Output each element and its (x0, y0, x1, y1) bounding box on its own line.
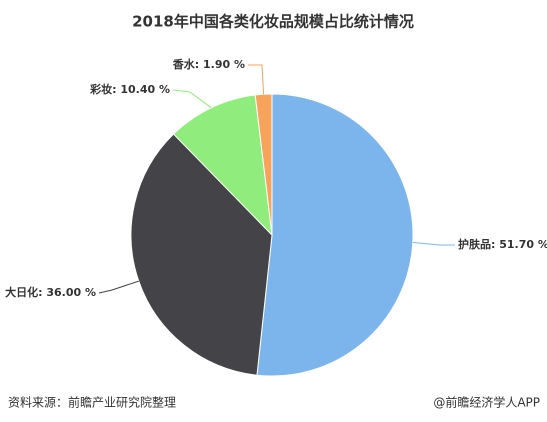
pie-slice (130, 133, 273, 376)
leader-line (412, 242, 455, 246)
data-label: 香水: 1.90 % (172, 57, 245, 71)
leader-line (98, 280, 139, 294)
leader-line (248, 64, 265, 95)
pie-slice (254, 93, 273, 236)
pie-slice (256, 93, 414, 377)
credit: @前瞻经济学人APP (433, 395, 540, 410)
pie-slice (172, 94, 273, 237)
source-note: 资料来源：前瞻产业研究院整理 (8, 395, 176, 410)
leader-line (172, 89, 212, 109)
data-label: 彩妆: 10.40 % (89, 82, 170, 96)
data-label: 大日化: 36.00 % (5, 285, 96, 299)
chart-title: 2018年中国各类化妆品规模占比统计情况 (132, 13, 414, 31)
data-label: 护肤品: 51.70 % (458, 237, 547, 251)
